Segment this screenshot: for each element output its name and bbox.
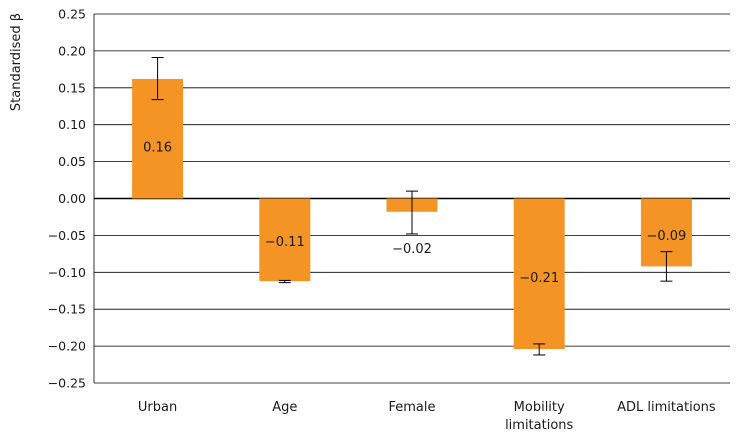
bar: [259, 198, 311, 282]
y-tick-label: 0.10: [58, 117, 86, 132]
data-label: −0.11: [265, 235, 305, 250]
y-tick-label: −0.05: [48, 228, 86, 243]
x-category-label: Mobility limitations: [505, 400, 573, 433]
y-tick-labels: 0.25 0.20 0.15 0.10 0.05 0.00 −0.05 −0.10 −0.15 −…: [48, 7, 86, 391]
data-labels: 0.16 −0.11 −0.02 −0.21 −0.09: [143, 140, 686, 286]
y-tick-label: 0.00: [58, 191, 86, 206]
error-bar: [151, 57, 164, 101]
y-tick-label: −0.20: [48, 339, 86, 354]
x-category-label-line: ADL limitations: [617, 400, 716, 415]
y-axis-label: Standardised β: [9, 13, 24, 111]
error-bar: [660, 251, 673, 282]
y-tick-label: −0.25: [48, 376, 86, 391]
x-category-label: Female: [388, 400, 435, 415]
y-tick-label: 0.20: [58, 43, 86, 58]
bar: [513, 198, 565, 350]
y-tick-label: −0.10: [48, 265, 86, 280]
data-label: 0.16: [143, 140, 172, 155]
x-category-label-line: Female: [388, 400, 435, 415]
x-category-label-line: Mobility: [514, 400, 565, 415]
error-bar: [278, 279, 291, 284]
data-label: −0.09: [646, 229, 686, 244]
error-bar: [406, 190, 418, 235]
data-label: −0.02: [392, 242, 432, 257]
data-label: −0.21: [519, 271, 559, 286]
error-bar: [533, 343, 546, 356]
y-tick-label: 0.25: [58, 7, 86, 22]
x-category-label-line: Urban: [138, 400, 177, 415]
x-category-label-line: limitations: [505, 418, 573, 433]
error-bars: [151, 57, 673, 356]
x-category-label: Urban: [138, 400, 177, 415]
x-category-label-line: Age: [272, 400, 297, 415]
x-category-label: ADL limitations: [617, 400, 716, 415]
x-category-label: Age: [272, 400, 297, 415]
y-tick-label: 0.15: [58, 80, 86, 95]
y-tick-label: −0.15: [48, 302, 86, 317]
x-category-labels: Urban Age Female Mobility limitations ADL lim…: [138, 400, 716, 433]
y-tick-label: 0.05: [58, 154, 86, 169]
